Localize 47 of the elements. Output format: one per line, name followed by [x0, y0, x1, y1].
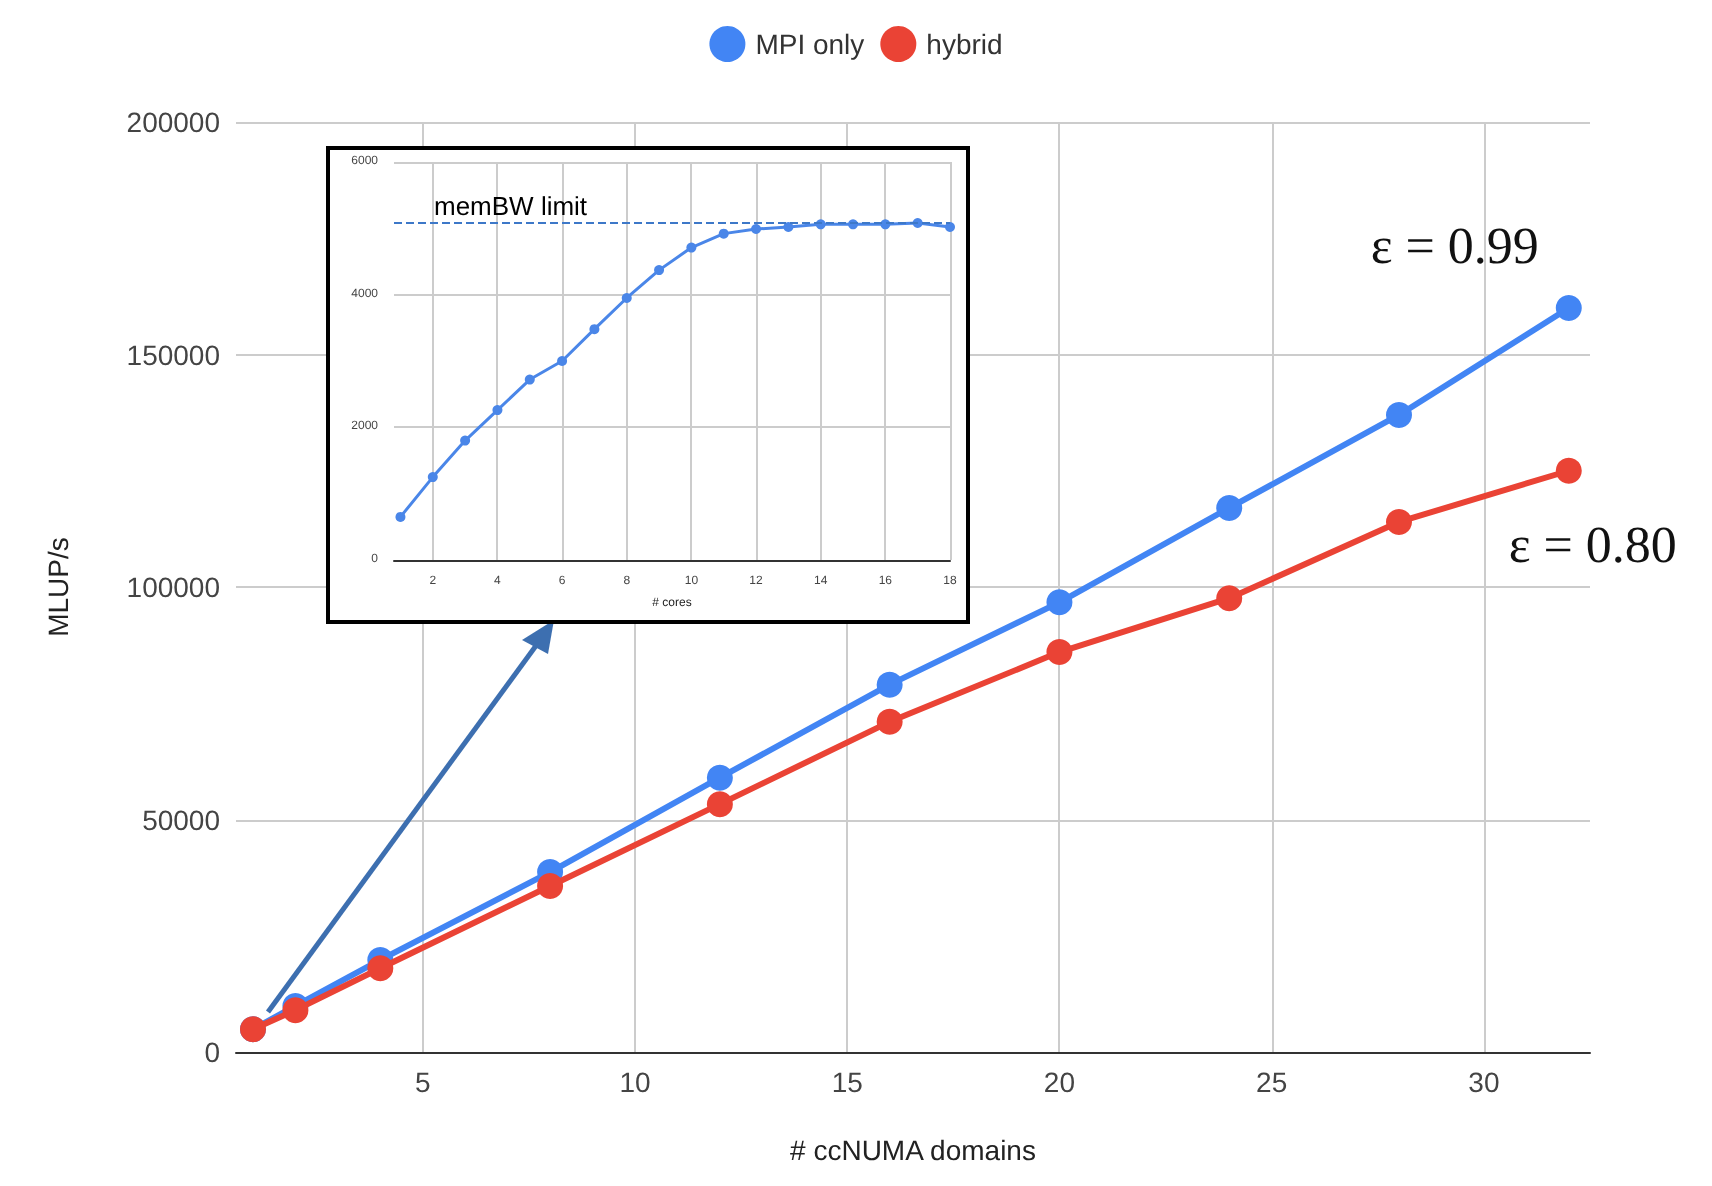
x-tick-label: 10 — [619, 1066, 651, 1098]
point — [751, 224, 762, 234]
point — [706, 791, 733, 818]
x-tick-label: 5 — [414, 1066, 431, 1098]
annotation: ε = 0.99 — [1370, 217, 1539, 275]
point — [686, 242, 697, 253]
y-axis-title: MLUP/s — [42, 537, 74, 637]
point — [524, 374, 535, 385]
y-tick-label: 150000 — [126, 338, 221, 371]
point — [621, 292, 632, 303]
point — [427, 472, 438, 483]
point — [282, 997, 309, 1024]
x-tick-label: 30 — [1468, 1066, 1500, 1098]
point — [1046, 589, 1073, 616]
point — [492, 405, 503, 416]
x-axis-title: # ccNUMA domains — [790, 1134, 1036, 1166]
point — [1386, 508, 1412, 535]
point — [945, 222, 955, 232]
legend-label: MPI only — [755, 28, 865, 60]
point — [1046, 639, 1073, 666]
point — [1216, 585, 1243, 612]
y-tick-label: 50000 — [142, 803, 221, 836]
point — [706, 764, 733, 791]
point — [876, 671, 903, 698]
x-tick-label: 25 — [1256, 1066, 1288, 1098]
x-tick-label: 15 — [831, 1066, 864, 1098]
point — [654, 265, 665, 276]
annotation: ε = 0.80 — [1508, 515, 1677, 574]
y-tick-label: 200000 — [126, 106, 221, 138]
point — [395, 511, 406, 522]
point — [589, 324, 600, 335]
point — [537, 873, 564, 899]
point — [367, 955, 394, 982]
point — [876, 708, 903, 735]
point — [718, 228, 729, 239]
point — [1216, 494, 1243, 521]
point — [783, 222, 794, 232]
legend-label: hybrid — [926, 28, 1003, 60]
point — [1555, 457, 1582, 484]
x-tick-label: 20 — [1043, 1066, 1076, 1098]
y-tick-label: 0 — [204, 1036, 221, 1068]
y-tick-label: 100000 — [126, 571, 221, 603]
ref-line-label: memBW limit — [434, 191, 588, 222]
point — [557, 356, 568, 366]
point — [1555, 295, 1582, 321]
point — [460, 435, 471, 446]
point — [1386, 401, 1412, 428]
